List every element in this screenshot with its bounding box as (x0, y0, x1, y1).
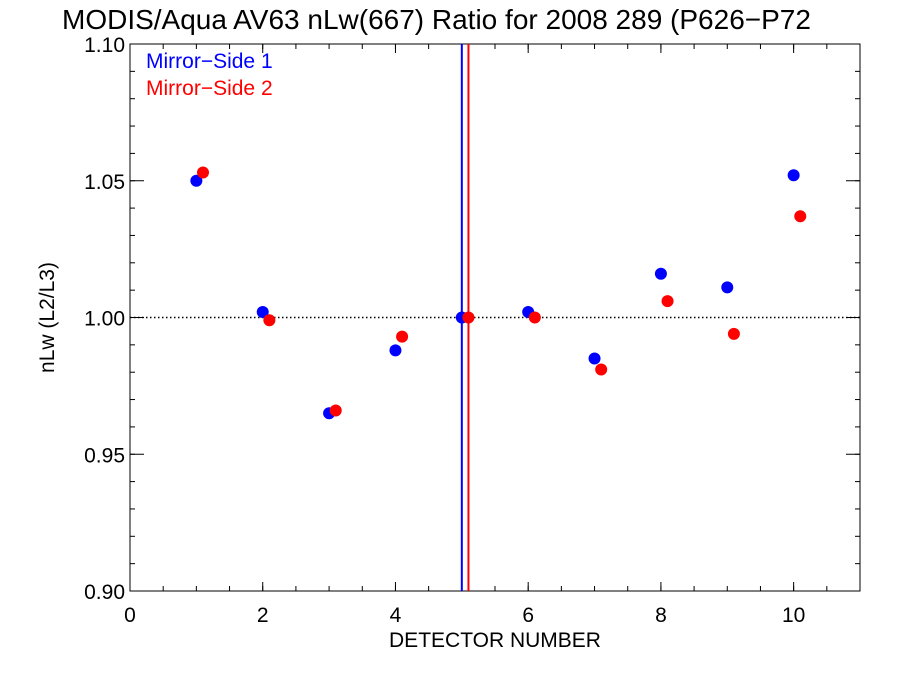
point-series-1 (588, 352, 601, 365)
y-tick-label: 1.00 (84, 308, 125, 331)
point-series-2 (727, 327, 740, 340)
point-series-1 (787, 169, 800, 182)
axes: 0 2 4 6 8 10 0.90 0.95 1.00 1.05 1.10 (84, 34, 861, 627)
x-axis-label: DETECTOR NUMBER (389, 629, 601, 652)
point-series-2 (595, 363, 608, 376)
point-series-2 (263, 314, 276, 327)
point-series-1 (654, 267, 667, 280)
point-series-1 (721, 281, 734, 294)
legend-entry-series-2: Mirror−Side 2 (146, 77, 273, 100)
point-series-2 (329, 404, 342, 417)
point-series-2 (528, 311, 541, 324)
x-tick-label: 6 (522, 604, 534, 627)
point-series-2 (794, 210, 807, 223)
reference-lines (130, 44, 860, 591)
y-tick-label: 1.05 (84, 171, 125, 194)
y-tick-label: 1.10 (84, 34, 125, 57)
point-series-1 (190, 174, 203, 187)
y-axis-label: nLw (L2/L3) (36, 262, 59, 373)
legend-entry-series-1: Mirror−Side 1 (146, 50, 273, 73)
point-series-1 (256, 306, 269, 319)
x-tick-label: 2 (257, 604, 269, 627)
point-series-2 (197, 166, 209, 179)
x-tick-label: 4 (390, 604, 402, 627)
x-tick-label: 10 (782, 604, 805, 627)
x-tick-label: 8 (655, 604, 667, 627)
y-tick-label: 0.90 (84, 581, 125, 604)
y-tick-label: 0.95 (84, 444, 125, 467)
x-tick-label: 0 (124, 604, 136, 627)
point-series-2 (661, 295, 674, 308)
point-series-2 (396, 330, 409, 343)
point-series-1 (389, 344, 402, 357)
point-series-2 (462, 311, 475, 324)
data-points (190, 166, 807, 420)
chart-title: MODIS/Aqua AV63 nLw(667) Ratio for 2008 … (62, 4, 811, 35)
legend: Mirror−Side 1 Mirror−Side 2 (146, 50, 273, 100)
